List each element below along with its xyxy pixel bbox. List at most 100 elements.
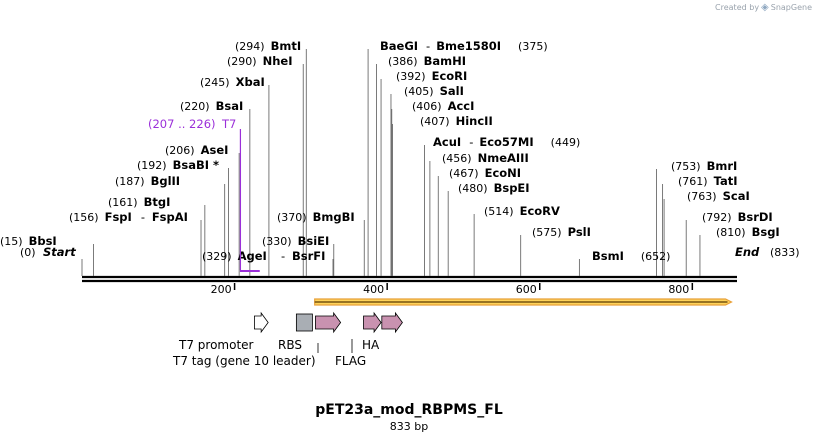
site-pos-bsai: (220) [180, 100, 210, 113]
site-pos-psti: (575) [532, 226, 562, 239]
feature-rbs[interactable] [295, 313, 313, 332]
site-name-agei: AgeI [238, 249, 267, 263]
site-name-bmri: BmrI [707, 159, 738, 173]
site-bsrfi[interactable]: - BsrFI [281, 249, 325, 263]
tick-label-600: 600 [516, 283, 537, 296]
site-xbai[interactable]: (245) XbaI [200, 75, 265, 89]
site-pos-xbai: (245) [200, 76, 230, 89]
site-name-acci: AccI [448, 99, 475, 113]
site-pos-scai: (763) [687, 190, 717, 203]
feature-label-t7-promoter: T7 promoter [178, 338, 254, 352]
site-bsiei[interactable]: (330) BsiEI [262, 234, 329, 248]
site-name-bspei: BspEI [494, 181, 530, 195]
site-econi[interactable]: (467) EcoNI [449, 166, 521, 180]
site-acci[interactable]: (406) AccI [412, 99, 474, 113]
site-sali[interactable]: (405) SalI [404, 84, 464, 98]
site-psti[interactable]: (575) PslI [532, 225, 591, 239]
primer-t7-range: (207 .. 226) [148, 117, 216, 131]
site-name-bmgbi: BmgBI [313, 210, 355, 224]
site-bmri[interactable]: (753) BmrI [671, 159, 737, 173]
site-pos-asei: (206) [165, 144, 195, 157]
site-name2-fspi: FspAI [152, 210, 188, 224]
site-pos-bsiei: (330) [262, 235, 292, 248]
site-pos-bsgi: (810) [716, 226, 746, 239]
site-asei[interactable]: (206) AseI [165, 143, 228, 157]
site-name-bsai: BsaI [216, 99, 244, 113]
site-bsgi[interactable]: (810) BsgI [716, 225, 780, 239]
site-hincii[interactable]: (407) HincII [420, 114, 493, 128]
site-pos-btgi: (161) [108, 196, 138, 209]
site-acui[interactable]: AcuI - Eco57MI (449) [433, 135, 580, 149]
site-bglii[interactable]: (187) BglII [115, 174, 180, 188]
feature-label-ha: HA [362, 338, 380, 352]
site-name-ecorv: EcoRV [520, 204, 560, 218]
site-bsai[interactable]: (220) BsaI [180, 99, 243, 113]
site-name-scai: ScaI [723, 189, 750, 203]
site-pos-tati: (761) [678, 175, 708, 188]
site-name-fspi: FspI [105, 210, 132, 224]
site-pos-nmeaiii: (456) [442, 152, 472, 165]
primer-t7[interactable]: (207 .. 226) T7 [148, 117, 260, 272]
site-bsmi[interactable]: BsmI (652) [592, 249, 670, 263]
site-name-tati: TatI [714, 174, 738, 188]
site-name-bamhi: BamHI [424, 54, 466, 68]
site-name-bsabi: BsaBI * [173, 158, 219, 172]
site-name-sali: SalI [440, 84, 464, 98]
feature-label-t7-tag: T7 tag (gene 10 leader) [172, 354, 316, 368]
site-bsrdi[interactable]: (792) BsrDI [702, 210, 773, 224]
site-name-btgi: BtgI [144, 195, 171, 209]
feature-t7-tag[interactable] [315, 311, 342, 334]
site-agei[interactable]: (329) AgeI [202, 249, 267, 263]
site-btgi[interactable]: (161) BtgI [108, 195, 170, 209]
feature-label-flag: FLAG [335, 354, 366, 368]
site-name2-acui: Eco57MI [479, 135, 533, 149]
site-name-asei: AseI [201, 143, 229, 157]
site-ecori[interactable]: (392) EcoRI [396, 69, 467, 83]
feature-label-rbs: RBS [278, 338, 302, 352]
primer-t7-name: T7 [221, 117, 236, 131]
site-scai[interactable]: (763) ScaI [687, 189, 750, 203]
site-pos-bbsi: (15) [0, 235, 23, 248]
site-bmgbi[interactable]: (370) BmgBI [277, 210, 355, 224]
site-name-ecori: EcoRI [432, 69, 468, 83]
feature-t7-promoter[interactable] [254, 311, 269, 334]
site-name-bsrdi: BsrDI [738, 210, 773, 224]
site-name-bsgi: BsgI [752, 225, 780, 239]
site-fspi[interactable]: (156) FspI - FspAI [69, 210, 188, 224]
feature-flag[interactable] [363, 311, 382, 334]
orf-arrow[interactable] [314, 298, 733, 306]
snapgene-credit: Created by ◈ SnapGene [715, 2, 812, 13]
site-pos-bspei: (480) [458, 182, 488, 195]
site-bspei[interactable]: (480) BspEI [458, 181, 530, 195]
site-sep-fspi: - [141, 210, 145, 224]
site-pos-nhei: (290) [227, 55, 257, 68]
sequence-start: (0) Start [20, 245, 76, 259]
site-sep-baegi: - [426, 39, 430, 53]
site-name-psti: PslI [568, 225, 591, 239]
site-pos-agei: (329) [202, 250, 232, 263]
site-pos-econi: (467) [449, 167, 479, 180]
site-bbsi[interactable]: (15) BbsI [0, 234, 57, 248]
map-size: 833 bp [389, 420, 429, 433]
snapgene-logo-icon: ◈ [761, 2, 769, 13]
site-nhei[interactable]: (290) NheI [227, 54, 292, 68]
site-ecorv[interactable]: (514) EcoRV [484, 204, 560, 218]
site-bamhi[interactable]: (386) BamHI [388, 54, 466, 68]
site-name-acui: AcuI [433, 135, 461, 149]
site-baegi[interactable]: BaeGI - Bme1580I (375) [380, 39, 548, 53]
site-name-bsrfi: BsrFI [292, 249, 325, 263]
site-name-xbai: XbaI [236, 75, 265, 89]
feature-labels: T7 promoter RBS T7 tag (gene 10 leader) … [172, 338, 380, 368]
site-tati[interactable]: (761) TatI [678, 174, 738, 188]
site-name-bbsi: BbsI [29, 234, 57, 248]
feature-ha[interactable] [381, 311, 403, 334]
site-bsabi[interactable]: (192) BsaBI * [137, 158, 219, 172]
site-pos-bglii: (187) [115, 175, 145, 188]
credit-text: Created by [715, 3, 760, 12]
site-name2-baegi: Bme1580I [436, 39, 501, 53]
site-pos-acci: (406) [412, 100, 442, 113]
site-nmeaiii[interactable]: (456) NmeAIII [442, 151, 529, 165]
site-bmti[interactable]: (294) BmtI [235, 39, 301, 53]
site-name-nmeaiii: NmeAIII [478, 151, 529, 165]
